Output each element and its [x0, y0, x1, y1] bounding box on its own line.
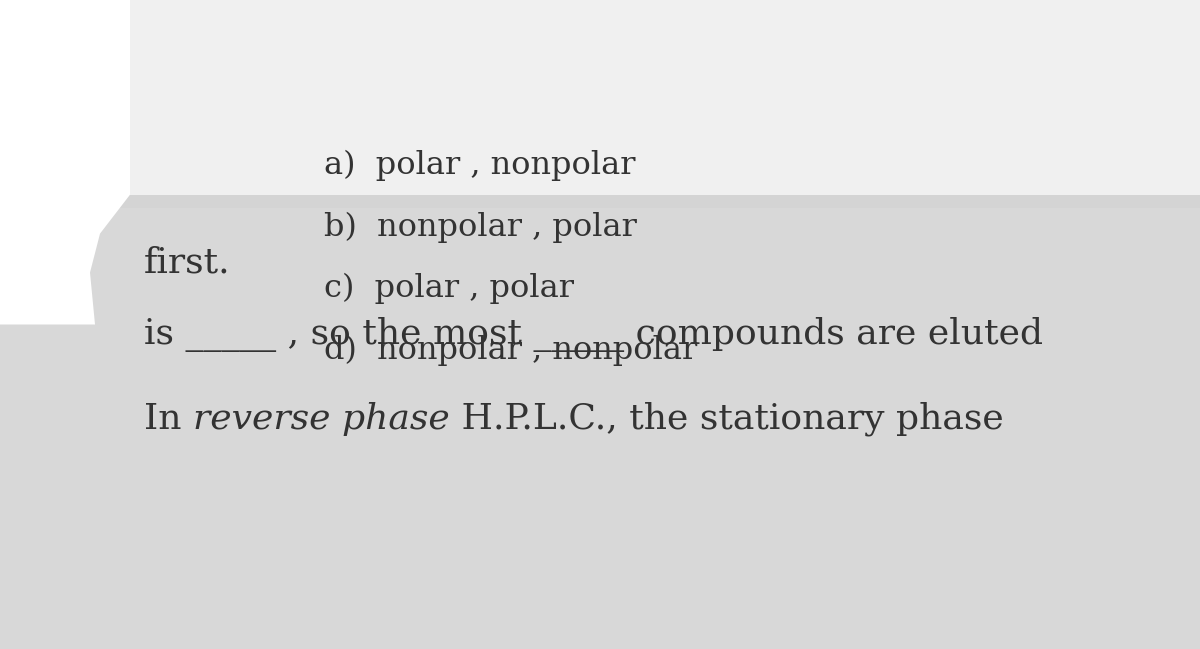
Polygon shape: [0, 0, 130, 324]
Text: a)  polar , nonpolar: a) polar , nonpolar: [324, 150, 636, 181]
Bar: [0, 0, 1200, 208]
Text: reverse phase: reverse phase: [193, 402, 450, 435]
Text: first.: first.: [144, 246, 230, 280]
Text: H.P.L.C., the stationary phase: H.P.L.C., the stationary phase: [450, 401, 1003, 436]
Text: In: In: [144, 402, 193, 435]
Text: d)  nonpolar , nonpolar: d) nonpolar , nonpolar: [324, 335, 697, 366]
Text: is _____ , so the most _____ compounds are eluted: is _____ , so the most _____ compounds a…: [144, 317, 1043, 352]
Text: b)  nonpolar , polar: b) nonpolar , polar: [324, 212, 637, 243]
Bar: [130, 0, 1200, 195]
Text: c)  polar , polar: c) polar , polar: [324, 273, 574, 304]
